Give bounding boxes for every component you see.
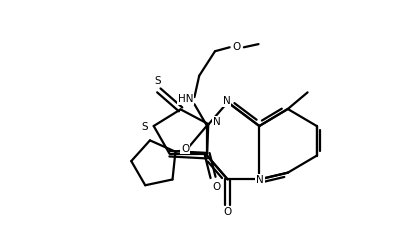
Text: O: O — [232, 42, 241, 52]
Text: N: N — [256, 175, 264, 185]
Text: N: N — [213, 117, 221, 127]
Text: S: S — [142, 122, 148, 132]
Text: S: S — [155, 76, 161, 85]
Text: O: O — [212, 182, 220, 192]
Text: HN: HN — [178, 94, 194, 105]
Text: O: O — [181, 144, 189, 153]
Text: O: O — [224, 207, 232, 217]
Text: N: N — [223, 97, 230, 107]
